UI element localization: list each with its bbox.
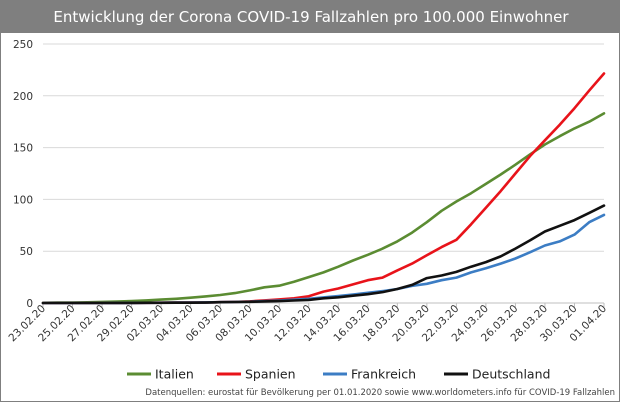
y-tick-label: 250 (13, 39, 33, 51)
legend-label-spanien: Spanien (245, 367, 296, 382)
series-line-italien (41, 112, 606, 305)
series-line-deutschland (41, 204, 606, 305)
series-lines (41, 72, 606, 305)
chart-title: Entwicklung der Corona COVID-19 Fallzahl… (1, 1, 620, 33)
series-line-frankreich (41, 213, 606, 305)
y-tick-label: 0 (26, 298, 33, 310)
y-axis: 0 50 100 150 200 250 (13, 39, 33, 310)
y-tick-label: 50 (20, 246, 33, 258)
legend: Italien Spanien Frankreich Deutschland (127, 367, 550, 382)
legend-label-frankreich: Frankreich (351, 367, 416, 382)
legend-label-italien: Italien (155, 367, 194, 382)
legend-label-deutschland: Deutschland (472, 367, 550, 382)
source-note: Datenquellen: eurostat für Bevölkerung p… (145, 388, 615, 398)
x-axis: 23.02.2025.02.2027.02.2029.02.2002.03.20… (7, 303, 610, 345)
series-line-spanien (41, 72, 606, 305)
y-tick-label: 150 (13, 143, 33, 155)
y-tick-label: 100 (13, 194, 33, 206)
y-tick-label: 200 (13, 91, 33, 103)
gridlines (43, 43, 604, 304)
line-chart: 0 50 100 150 200 250 23.02.2025.02.2027.02.20… (7, 39, 615, 398)
